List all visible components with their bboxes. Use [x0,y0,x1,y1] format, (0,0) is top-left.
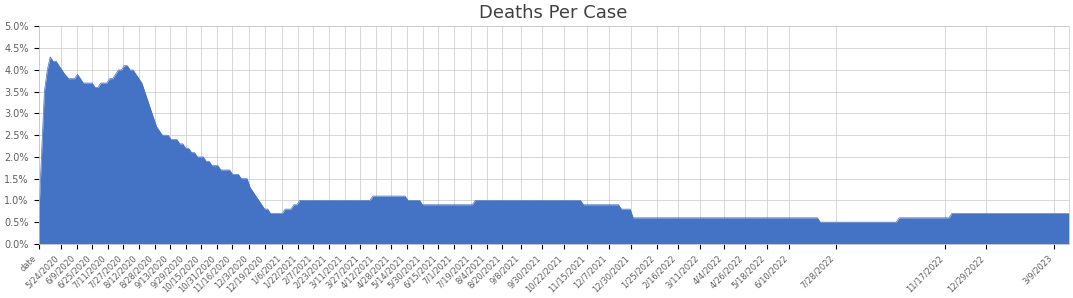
Title: Deaths Per Case: Deaths Per Case [480,4,628,22]
